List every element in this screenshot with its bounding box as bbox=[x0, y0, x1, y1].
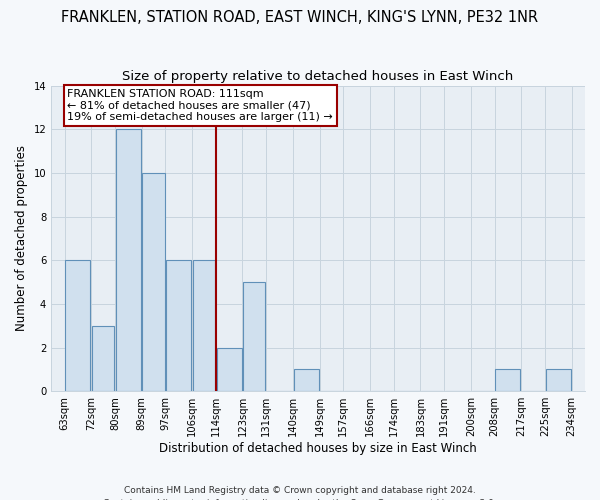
Y-axis label: Number of detached properties: Number of detached properties bbox=[15, 146, 28, 332]
Bar bbox=[495, 370, 520, 391]
Title: Size of property relative to detached houses in East Winch: Size of property relative to detached ho… bbox=[122, 70, 514, 83]
Bar bbox=[546, 370, 571, 391]
Bar bbox=[193, 260, 215, 391]
Text: FRANKLEN, STATION ROAD, EAST WINCH, KING'S LYNN, PE32 1NR: FRANKLEN, STATION ROAD, EAST WINCH, KING… bbox=[61, 10, 539, 25]
Bar bbox=[243, 282, 265, 391]
Text: Contains HM Land Registry data © Crown copyright and database right 2024.: Contains HM Land Registry data © Crown c… bbox=[124, 486, 476, 495]
X-axis label: Distribution of detached houses by size in East Winch: Distribution of detached houses by size … bbox=[159, 442, 477, 455]
Bar bbox=[116, 129, 141, 391]
Bar bbox=[217, 348, 242, 391]
Bar bbox=[92, 326, 114, 391]
Text: FRANKLEN STATION ROAD: 111sqm
← 81% of detached houses are smaller (47)
19% of s: FRANKLEN STATION ROAD: 111sqm ← 81% of d… bbox=[67, 89, 333, 122]
Text: Contains public sector information licensed under the Open Government Licence v3: Contains public sector information licen… bbox=[103, 498, 497, 500]
Bar bbox=[166, 260, 191, 391]
Bar bbox=[293, 370, 319, 391]
Bar bbox=[65, 260, 91, 391]
Bar bbox=[142, 173, 164, 391]
